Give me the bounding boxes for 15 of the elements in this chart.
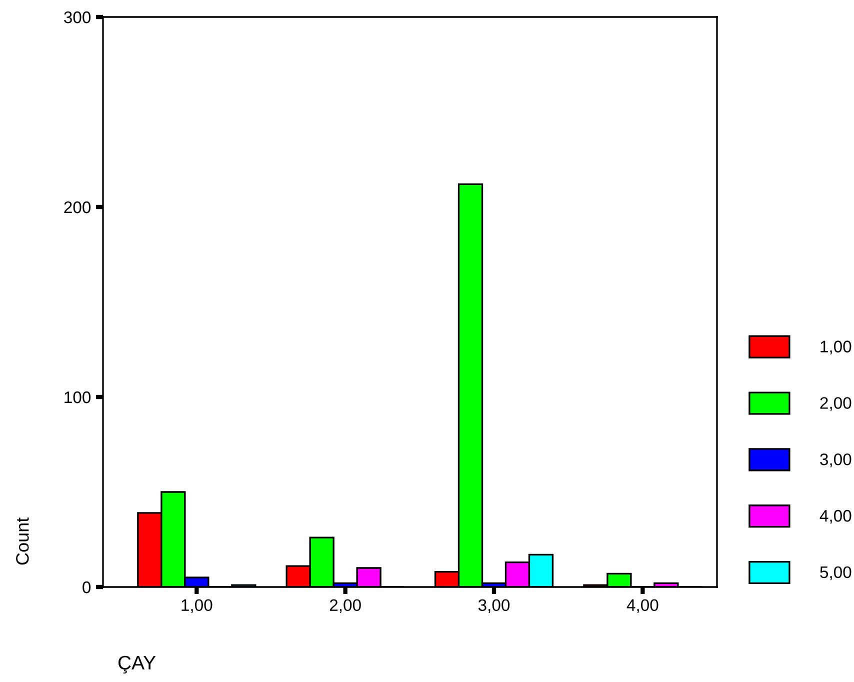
x-tick-label: 2,00 xyxy=(330,599,361,614)
legend-label: 1,00 xyxy=(820,340,852,354)
y-tick-label: 100 xyxy=(64,391,91,404)
y-tick-label: 300 xyxy=(64,11,91,24)
legend-label: 5,00 xyxy=(820,566,852,580)
legend-label: 4,00 xyxy=(820,510,852,524)
y-axis-title: Count xyxy=(16,517,29,565)
legend-label: 3,00 xyxy=(820,453,852,468)
x-tick-label: 1,00 xyxy=(182,599,212,614)
x-tick-label: 3,00 xyxy=(478,599,510,614)
y-tick-label: 0 xyxy=(82,581,91,594)
x-axis-title: ÇAY xyxy=(118,656,156,674)
y-tick-label: 200 xyxy=(64,201,91,214)
x-tick-label: 4,00 xyxy=(626,599,658,614)
legend-label: 2,00 xyxy=(820,397,852,411)
